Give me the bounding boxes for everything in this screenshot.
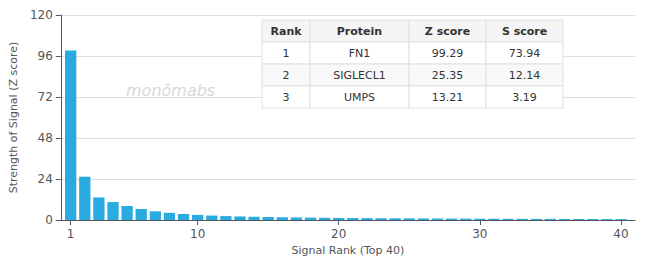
svg-text:3: 3 [283, 91, 290, 104]
svg-text:40: 40 [613, 227, 628, 241]
svg-text:72: 72 [38, 90, 53, 104]
svg-text:120: 120 [30, 8, 53, 22]
svg-text:monômabs: monômabs [126, 81, 215, 100]
svg-text:Z score: Z score [425, 25, 470, 38]
svg-text:Rank: Rank [270, 25, 302, 38]
svg-text:13.21: 13.21 [432, 91, 464, 104]
svg-text:Signal Rank (Top 40): Signal Rank (Top 40) [291, 244, 404, 257]
svg-text:FN1: FN1 [349, 47, 371, 60]
svg-text:99.29: 99.29 [432, 47, 464, 60]
svg-text:1: 1 [67, 227, 75, 241]
svg-text:73.94: 73.94 [509, 47, 541, 60]
svg-text:10: 10 [190, 227, 205, 241]
svg-text:25.35: 25.35 [432, 69, 464, 82]
svg-text:UMPS: UMPS [344, 91, 375, 104]
svg-text:30: 30 [472, 227, 487, 241]
svg-text:3.19: 3.19 [512, 91, 537, 104]
svg-text:SIGLECL1: SIGLECL1 [333, 69, 386, 82]
svg-text:Protein: Protein [337, 25, 382, 38]
svg-text:24: 24 [38, 172, 53, 186]
svg-text:48: 48 [38, 131, 53, 145]
svg-text:12.14: 12.14 [509, 69, 541, 82]
svg-text:2: 2 [283, 69, 290, 82]
svg-text:0: 0 [45, 213, 53, 227]
svg-text:20: 20 [331, 227, 346, 241]
svg-text:S score: S score [502, 25, 547, 38]
svg-text:96: 96 [38, 49, 53, 63]
svg-text:Strength of Signal (Z score): Strength of Signal (Z score) [7, 42, 20, 194]
svg-text:1: 1 [283, 47, 290, 60]
